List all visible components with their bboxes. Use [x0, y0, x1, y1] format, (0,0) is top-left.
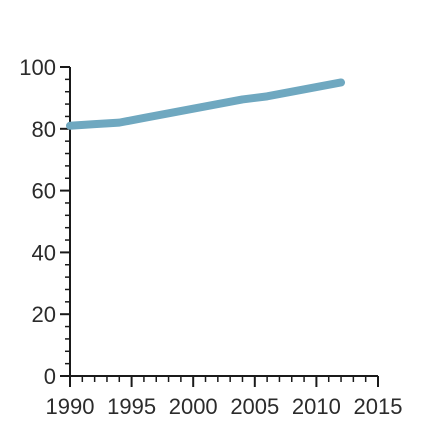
y-tick-label: 60	[32, 179, 56, 204]
x-tick-label: 1995	[107, 394, 156, 419]
series-layer	[66, 78, 346, 130]
y-tick-label: 20	[32, 302, 56, 327]
axes	[60, 66, 379, 387]
y-tick-label: 100	[19, 55, 56, 80]
x-tick-label: 1990	[46, 394, 95, 419]
x-tick-label: 2015	[354, 394, 403, 419]
y-tick-label: 40	[32, 240, 56, 265]
x-tick-label: 2005	[230, 394, 279, 419]
y-tick-label: 0	[44, 364, 56, 389]
series-line	[66, 78, 346, 130]
tick-labels: 0 20 40 60 80 100 1990 1995 2000 2005 2010 2015	[19, 55, 402, 419]
x-tick-label: 2010	[292, 394, 341, 419]
x-tick-label: 2000	[169, 394, 218, 419]
y-tick-label: 80	[32, 117, 56, 142]
